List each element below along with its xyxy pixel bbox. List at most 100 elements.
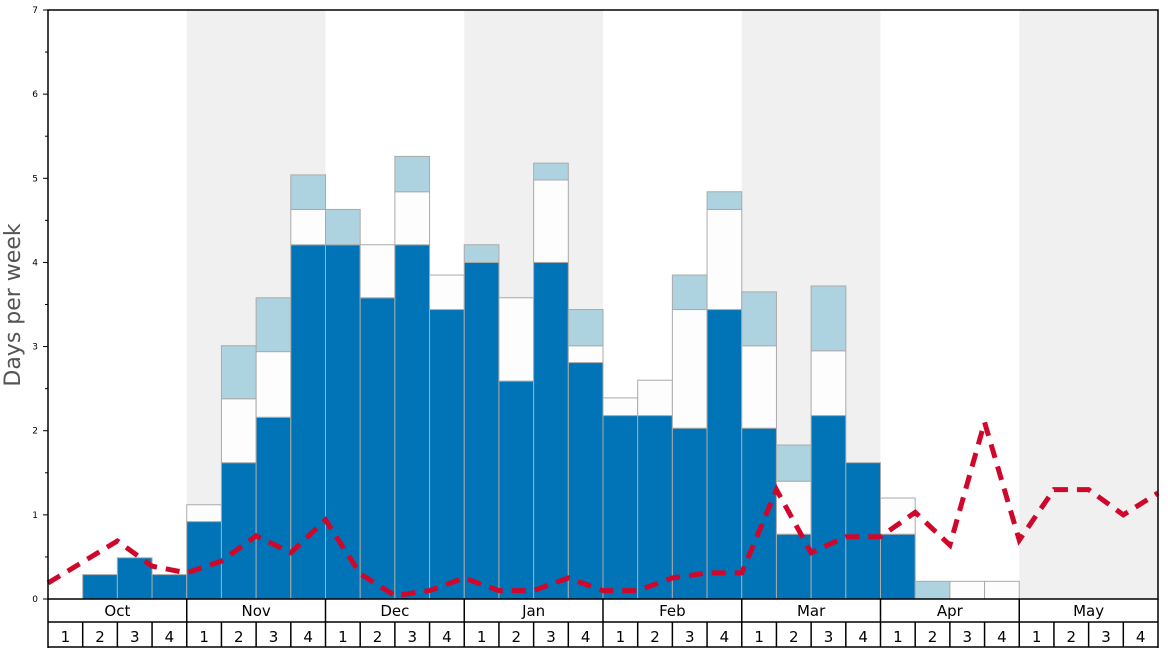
bar-dark-blue	[255, 416, 292, 600]
week-label: 1	[616, 628, 626, 646]
bar-light-blue	[220, 345, 257, 400]
bar-light-blue	[810, 285, 847, 352]
bar-white	[290, 208, 326, 246]
month-label: Nov	[241, 602, 270, 620]
bar-white	[429, 274, 465, 311]
bar-white	[533, 179, 569, 263]
bar-light-blue	[567, 309, 604, 347]
week-label: 1	[754, 628, 764, 646]
month-band-may	[1019, 10, 1158, 599]
average-line-path	[46, 413, 1160, 599]
week-label: 2	[95, 628, 105, 646]
month-label: Apr	[937, 602, 964, 620]
week-label: 2	[928, 628, 938, 646]
bar-white	[706, 208, 743, 311]
bar-light-blue	[255, 297, 292, 353]
week-label: 2	[234, 628, 244, 646]
bar-light-blue	[775, 444, 812, 482]
bar-dark-blue	[82, 574, 118, 600]
bar-white	[984, 580, 1020, 600]
bar-light-blue	[463, 244, 500, 263]
bar-white	[810, 350, 847, 417]
y-tick-label: 2	[32, 427, 38, 437]
y-tick-label: 1	[32, 511, 38, 521]
week-label: 2	[1067, 628, 1077, 646]
week-label: 1	[199, 628, 209, 646]
week-label: 1	[893, 628, 903, 646]
bar-dark-blue	[359, 297, 396, 600]
bar-white	[949, 580, 986, 600]
bar-white	[359, 244, 396, 299]
month-label: May	[1073, 602, 1104, 620]
week-label: 4	[997, 628, 1007, 646]
bar-white	[255, 351, 292, 418]
week-label: 3	[546, 628, 556, 646]
y-tick-label: 4	[32, 258, 38, 268]
week-label: 4	[1136, 628, 1146, 646]
bar-dark-blue	[810, 415, 847, 600]
month-label: Feb	[659, 602, 686, 620]
x-axis: Oct 1 2 3 4 Nov 1 2 3 4 Dec 1 2 3 4 Jan 1 2 3 4 Feb 1 2 3 4 Mar 1 2…	[47, 599, 1159, 648]
week-label: 4	[165, 628, 175, 646]
bar-dark-blue	[290, 244, 326, 600]
week-label: 1	[477, 628, 487, 646]
week-label: 3	[685, 628, 695, 646]
bar-dark-blue	[151, 574, 188, 600]
week-label: 3	[962, 628, 972, 646]
bar-dark-blue	[463, 261, 500, 600]
month-label: Mar	[797, 602, 826, 620]
bar-light-blue	[290, 174, 326, 210]
bar-dark-blue	[706, 309, 743, 600]
bar-light-blue	[671, 274, 708, 311]
week-label: 1	[338, 628, 348, 646]
week-label: 1	[61, 628, 71, 646]
bar-white	[741, 345, 777, 429]
bar-light-blue	[394, 155, 431, 193]
week-label: 3	[824, 628, 834, 646]
bar-dark-blue	[533, 261, 569, 600]
month-label: Oct	[104, 602, 130, 620]
week-label: 3	[130, 628, 140, 646]
bar-white	[394, 191, 431, 246]
month-label: Dec	[380, 602, 409, 620]
week-label: 2	[650, 628, 660, 646]
bar-light-blue	[325, 208, 361, 246]
week-label: 4	[858, 628, 868, 646]
bar-white	[220, 398, 257, 464]
bar-dark-blue	[637, 415, 673, 600]
week-label: 2	[512, 628, 522, 646]
bar-dark-blue	[498, 380, 535, 600]
week-label: 2	[373, 628, 383, 646]
bar-white	[186, 504, 222, 523]
bar-light-blue	[914, 580, 951, 600]
week-label: 4	[720, 628, 730, 646]
week-label: 3	[269, 628, 279, 646]
bar-white	[775, 480, 812, 535]
bar-dark-blue	[741, 427, 777, 600]
y-tick-label: 7	[32, 6, 38, 16]
bars	[82, 155, 1020, 600]
bar-dark-blue	[220, 462, 257, 600]
bar-dark-blue	[775, 533, 812, 600]
bar-dark-blue	[325, 244, 361, 600]
average-line	[46, 413, 1160, 599]
bar-dark-blue	[845, 462, 881, 600]
bar-dark-blue	[880, 533, 916, 600]
y-axis-label: Days per week	[1, 223, 26, 386]
y-tick-label: 6	[32, 90, 38, 100]
bar-white	[671, 309, 708, 429]
bar-dark-blue	[429, 309, 465, 600]
y-tick-label: 3	[32, 343, 38, 353]
month-label: Jan	[521, 602, 545, 620]
week-label: 3	[1101, 628, 1111, 646]
bar-light-blue	[533, 162, 569, 181]
bar-white	[567, 345, 604, 364]
bar-white	[498, 297, 535, 382]
week-label: 4	[581, 628, 591, 646]
bar-dark-blue	[602, 415, 639, 600]
bar-dark-blue	[394, 244, 431, 600]
bar-dark-blue	[567, 362, 604, 600]
week-label: 3	[407, 628, 417, 646]
y-tick-label: 0	[32, 595, 38, 605]
